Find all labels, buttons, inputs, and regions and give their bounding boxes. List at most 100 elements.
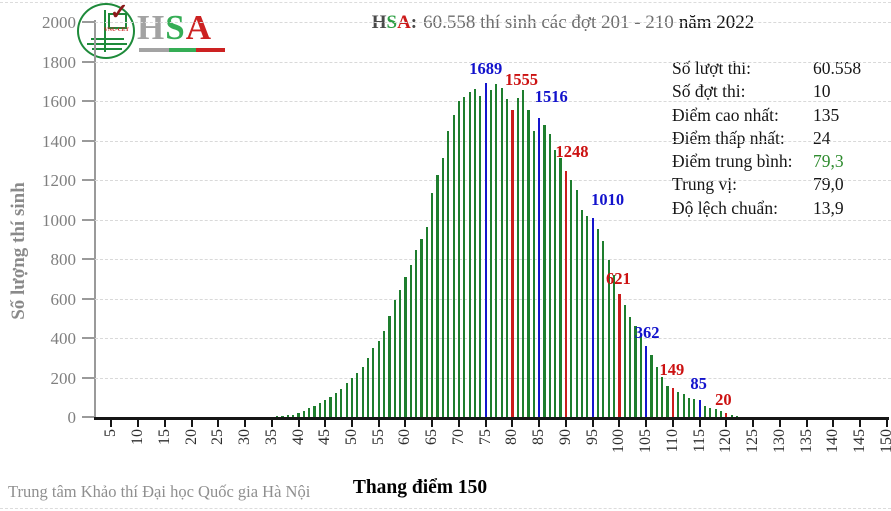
- bar-score-41: [302, 411, 305, 417]
- bar-score-105: [645, 345, 648, 417]
- bar-value-label-110: 149: [659, 359, 685, 379]
- bar-score-101: [623, 305, 626, 417]
- x-tick-label-80: 80: [503, 429, 521, 445]
- x-tick-105: [645, 420, 648, 427]
- checkmark-icon: ✓: [110, 0, 129, 24]
- stat-row-1: Số đợt thi: 10: [672, 80, 888, 103]
- vnu-cet-logo: ✓ VNU-CET: [77, 0, 135, 59]
- stat-row-6: Độ lệch chuẩn: 13,9: [672, 197, 888, 220]
- x-tick-30: [244, 420, 247, 427]
- bar-score-61: [409, 264, 412, 417]
- bar-score-118: [714, 409, 717, 417]
- y-tick-200: [82, 376, 94, 379]
- x-tick-label-25: 25: [209, 429, 227, 445]
- stat-value-1: 10: [813, 81, 831, 102]
- bar-score-59: [399, 289, 402, 417]
- bar-score-110: [671, 387, 674, 417]
- x-tick-label-10: 10: [129, 429, 147, 445]
- x-tick-label-5: 5: [102, 429, 120, 437]
- bar-score-67: [441, 158, 444, 417]
- sheet-border-top: [0, 2, 891, 3]
- x-tick-90: [564, 420, 567, 427]
- x-tick-85: [538, 420, 541, 427]
- bar-score-65: [431, 192, 434, 417]
- x-tick-label-35: 35: [262, 429, 280, 445]
- x-tick-label-150: 150: [877, 429, 891, 453]
- x-tick-label-125: 125: [744, 429, 762, 453]
- x-tick-50: [350, 420, 353, 427]
- stat-label-5: Trung vị:: [672, 174, 738, 195]
- x-tick-label-75: 75: [476, 429, 494, 445]
- source-caption: Trung tâm Khảo thí Đại học Quốc gia Hà N…: [8, 482, 311, 501]
- x-tick-label-95: 95: [583, 429, 601, 445]
- y-tick-1200: [82, 179, 94, 181]
- bar-score-97: [602, 241, 605, 417]
- checkbox-icon: [108, 13, 127, 29]
- bar-score-114: [693, 398, 696, 417]
- x-tick-115: [698, 420, 701, 427]
- stat-value-6: 13,9: [813, 197, 844, 218]
- bar-score-38: [286, 415, 289, 417]
- x-tick-35: [270, 420, 273, 427]
- stat-row-0: Số lượt thi: 60.558: [672, 57, 888, 80]
- x-tick-label-45: 45: [316, 429, 334, 445]
- bar-score-121: [730, 415, 733, 417]
- stat-label-6: Độ lệch chuẩn:: [672, 197, 778, 218]
- bar-score-60: [404, 276, 407, 417]
- y-tick-1800: [82, 60, 94, 63]
- bar-score-74: [479, 96, 482, 417]
- bar-score-83: [527, 109, 530, 417]
- bar-score-37: [281, 416, 284, 417]
- x-tick-140: [832, 420, 835, 427]
- bar-score-44: [318, 403, 321, 417]
- x-tick-55: [377, 420, 380, 427]
- brand-letter-a: A: [185, 8, 212, 47]
- bar-score-122: [735, 415, 739, 417]
- x-tick-label-15: 15: [155, 429, 173, 445]
- bar-score-95: [591, 217, 594, 417]
- stat-value-0: 60.558: [813, 58, 862, 78]
- y-tick-label-1800: 1800: [42, 52, 76, 72]
- y-tick-label-800: 800: [50, 250, 77, 269]
- bar-score-64: [425, 227, 428, 417]
- bar-score-117: [709, 407, 712, 417]
- bar-score-90: [564, 170, 568, 417]
- x-tick-145: [859, 420, 862, 427]
- bar-score-104: [639, 335, 642, 417]
- x-tick-20: [190, 420, 193, 427]
- x-tick-label-110: 110: [663, 429, 681, 453]
- bar-value-label-120: 20: [715, 390, 732, 410]
- bar-score-88: [554, 150, 557, 417]
- bar-value-label-105: 362: [634, 322, 660, 342]
- x-tick-label-120: 120: [717, 429, 735, 453]
- bar-score-79: [506, 99, 509, 417]
- logo-line-1: [91, 38, 124, 40]
- bar-score-92: [575, 189, 578, 417]
- bar-score-108: [661, 376, 664, 417]
- y-tick-label-0: 0: [67, 408, 77, 427]
- bar-score-50: [350, 378, 354, 417]
- brand-underline: [139, 48, 225, 52]
- logo-line-vertical: [104, 10, 106, 52]
- bar-score-78: [500, 88, 503, 417]
- bar-value-label-85: 1516: [534, 86, 568, 106]
- y-tick-1400: [82, 139, 94, 142]
- bar-score-52: [361, 366, 364, 417]
- stat-row-4: Điểm trung bình: 79,3: [672, 150, 888, 173]
- stat-value-2: 135: [813, 104, 840, 125]
- bar-score-76: [489, 90, 493, 417]
- stat-label-3: Điểm thấp nhất:: [672, 127, 785, 148]
- bar-score-89: [559, 158, 562, 417]
- stat-row-5: Trung vị: 79,0: [672, 173, 888, 196]
- x-tick-135: [805, 420, 808, 427]
- bar-score-106: [650, 354, 653, 417]
- y-tick-label-200: 200: [50, 368, 77, 388]
- x-tick-5: [110, 420, 113, 427]
- x-tick-label-135: 135: [797, 429, 815, 453]
- bar-score-93: [580, 209, 584, 417]
- y-axis-line: [94, 20, 96, 418]
- stat-label-2: Điểm cao nhất:: [672, 104, 779, 125]
- x-tick-label-40: 40: [289, 429, 307, 445]
- x-tick-label-140: 140: [824, 429, 842, 453]
